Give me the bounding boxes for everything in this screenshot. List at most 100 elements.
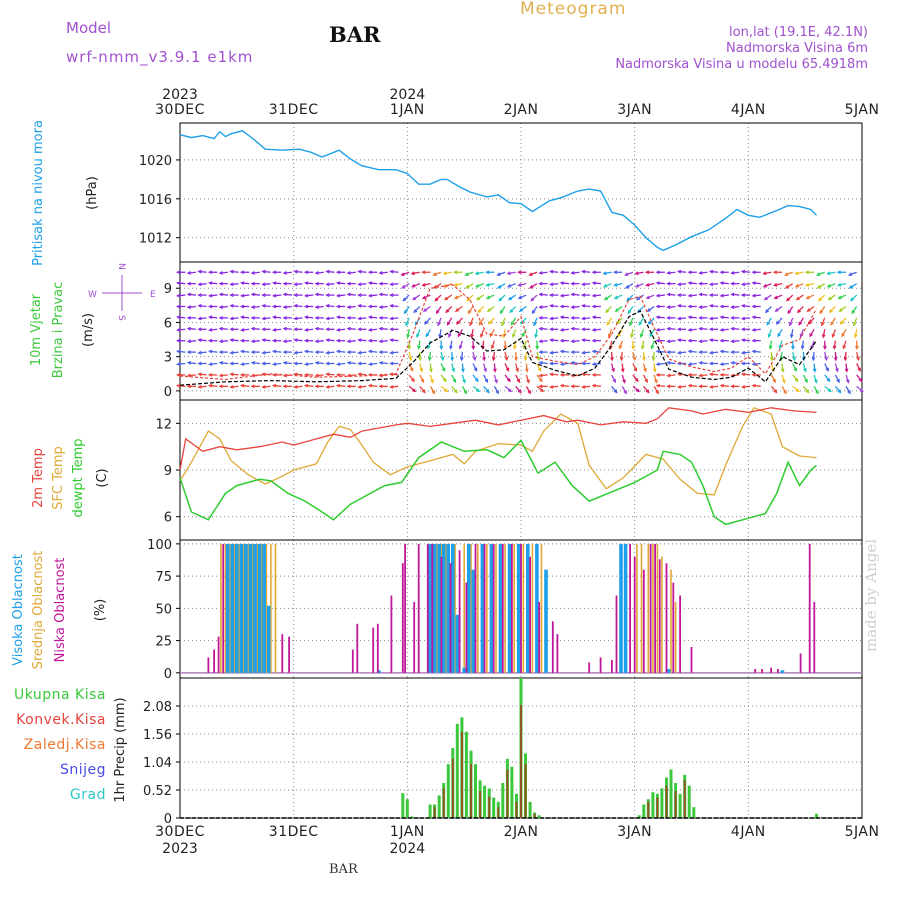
wind-arrow bbox=[605, 306, 613, 313]
wind-arrow-head bbox=[740, 338, 746, 342]
wind-arrow bbox=[369, 362, 378, 365]
ytick-label-temperature: 12 bbox=[155, 417, 172, 432]
precip-bar-conv bbox=[656, 797, 659, 818]
wind-arrow-head bbox=[197, 282, 202, 287]
wind-arrow bbox=[646, 294, 655, 299]
wind-arrow-head bbox=[453, 295, 459, 300]
wind-arrow-head bbox=[197, 372, 202, 377]
wind-arrow bbox=[770, 352, 773, 361]
wind-arrow bbox=[358, 317, 367, 320]
wind-arrow-head bbox=[346, 305, 351, 309]
wind-arrow-head bbox=[676, 316, 682, 321]
wind-arrow-head bbox=[454, 308, 459, 312]
wind-arrow-head bbox=[730, 361, 735, 365]
wind-arrow-head bbox=[218, 350, 223, 354]
wind-arrow bbox=[520, 317, 527, 325]
precip-bar-conv bbox=[647, 801, 650, 818]
wind-arrow bbox=[614, 294, 623, 299]
wind-arrow-head bbox=[858, 378, 863, 383]
cloud-bar-high bbox=[507, 543, 512, 673]
wind-arrow-head bbox=[536, 356, 541, 362]
wind-arrow bbox=[187, 271, 197, 274]
wind-arrow bbox=[518, 283, 527, 286]
cloud-bar-mid bbox=[470, 543, 472, 673]
wind-arrow bbox=[812, 352, 815, 361]
wind-arrow-head bbox=[580, 282, 586, 287]
wind-arrow bbox=[419, 374, 425, 383]
wind-arrow-head bbox=[839, 320, 844, 325]
wind-arrow-head bbox=[314, 326, 319, 331]
wind-arrow-head bbox=[186, 281, 191, 286]
wind-arrow-head bbox=[646, 308, 651, 312]
wind-arrow bbox=[582, 317, 591, 320]
wind-arrow bbox=[230, 351, 239, 354]
wind-arrow bbox=[850, 294, 858, 302]
wind-arrow-head bbox=[474, 378, 479, 383]
wind-arrow-head bbox=[314, 339, 319, 344]
wind-arrow bbox=[742, 351, 751, 354]
wind-arrow bbox=[592, 294, 601, 297]
wind-arrow-head bbox=[314, 270, 319, 275]
wind-arrow bbox=[283, 362, 292, 365]
wind-arrow-head bbox=[549, 338, 554, 342]
cloud-bar-low bbox=[281, 634, 284, 673]
wind-arrow-head bbox=[687, 304, 692, 309]
wind-arrow bbox=[603, 271, 612, 275]
wind-arrow-head bbox=[490, 345, 495, 350]
top-time-label: 30DEC bbox=[155, 102, 205, 118]
wind-arrow bbox=[429, 385, 435, 394]
wind-arrow bbox=[273, 384, 282, 387]
wind-arrow bbox=[829, 306, 836, 313]
bottom-time-label: 4JAN bbox=[731, 824, 766, 840]
wind-arrow bbox=[358, 351, 367, 354]
wind-arrow bbox=[337, 282, 346, 285]
wind-arrow-head bbox=[357, 338, 362, 342]
wind-arrow bbox=[606, 317, 613, 326]
wind-arrow bbox=[582, 270, 591, 273]
wind-arrow-head bbox=[730, 350, 735, 354]
wind-arrow bbox=[487, 305, 495, 312]
wind-arrow-head bbox=[335, 362, 341, 366]
wind-arrow-head bbox=[346, 292, 351, 297]
wind-arrow bbox=[854, 329, 858, 338]
wind-arrow-head bbox=[197, 304, 202, 308]
wind-arrow-head bbox=[825, 367, 829, 372]
wind-arrow-head bbox=[826, 271, 831, 276]
wind-arrow bbox=[560, 316, 570, 319]
wind-arrow bbox=[720, 328, 729, 331]
wind-arrow bbox=[819, 306, 826, 314]
cloud-bar-low bbox=[690, 647, 693, 673]
wind-arrow-head bbox=[794, 378, 799, 383]
wind-arrow-head bbox=[570, 326, 575, 331]
cloud-bar-low bbox=[413, 601, 416, 673]
wind-arrow bbox=[720, 362, 729, 365]
wind-arrow bbox=[422, 283, 431, 286]
top-year-label: 2024 bbox=[390, 87, 426, 103]
wind-arrow bbox=[830, 317, 836, 326]
wind-arrow-head bbox=[740, 282, 746, 287]
wind-arrow-head bbox=[485, 282, 490, 287]
wind-arrow-head bbox=[640, 345, 645, 350]
wind-arrow-head bbox=[261, 304, 266, 308]
precip-bar-conv bbox=[470, 764, 472, 818]
wind-arrow-head bbox=[207, 270, 213, 275]
ylabel-dewpt: dewpt Temp bbox=[71, 438, 86, 517]
wind-arrow bbox=[488, 317, 495, 325]
wind-arrow bbox=[315, 305, 324, 308]
wind-arrow bbox=[457, 328, 463, 337]
wind-arrow-head bbox=[293, 327, 298, 332]
wind-arrow bbox=[429, 363, 432, 372]
wind-arrow-head bbox=[472, 356, 477, 362]
wind-arrow-head bbox=[730, 339, 735, 344]
wind-arrow bbox=[251, 327, 260, 330]
wind-arrow-head bbox=[719, 293, 724, 298]
wind-arrow-head bbox=[506, 271, 511, 276]
cloud-bar-low bbox=[551, 621, 554, 673]
wind-arrow-head bbox=[484, 378, 489, 384]
wind-arrow-head bbox=[676, 385, 682, 389]
wind-arrow bbox=[480, 329, 485, 338]
wind-arrow bbox=[742, 304, 751, 308]
wind-arrow bbox=[465, 271, 474, 276]
wind-arrow bbox=[766, 317, 772, 326]
wind-arrow bbox=[379, 340, 388, 343]
